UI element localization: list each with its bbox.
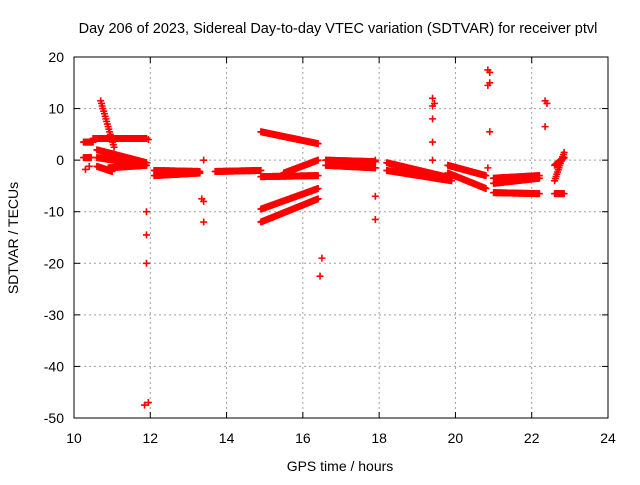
x-tick-label: 22	[524, 430, 540, 446]
data-point	[144, 136, 152, 144]
x-tick-label: 20	[448, 430, 464, 446]
data-point	[429, 115, 437, 123]
axis-ticks: 10 12 14 16 18 20 22 24 20 10 0 -10 -20 -30 -40 -50	[44, 49, 616, 446]
data-point	[108, 167, 116, 175]
grid-lines	[74, 57, 608, 418]
data-point	[429, 156, 437, 164]
data-point	[429, 138, 437, 146]
data-point	[85, 162, 93, 170]
data-point	[314, 156, 322, 164]
data-point	[560, 190, 568, 198]
x-tick-label: 12	[142, 430, 158, 446]
data-point	[429, 102, 437, 110]
data-point	[371, 164, 379, 172]
y-tick-label: -20	[44, 255, 64, 271]
chart-title: Day 206 of 2023, Sidereal Day-to-day VTE…	[79, 21, 598, 37]
data-point	[316, 272, 324, 280]
data-point	[371, 192, 379, 200]
data-point	[141, 401, 149, 409]
y-tick-label: -10	[44, 204, 64, 220]
data-point	[81, 165, 89, 173]
data-point	[482, 172, 490, 180]
data-point	[142, 231, 150, 239]
data-point	[314, 185, 322, 193]
data-points	[80, 66, 568, 409]
y-axis-label: SDTVAR / TECUs	[5, 182, 21, 294]
data-point	[200, 218, 208, 226]
data-point	[484, 164, 492, 172]
data-point	[486, 68, 494, 76]
data-point	[314, 195, 322, 203]
x-tick-label: 10	[66, 430, 82, 446]
data-point	[535, 174, 543, 182]
y-tick-label: 0	[56, 152, 64, 168]
data-point	[560, 154, 568, 162]
x-axis-label: GPS time / hours	[287, 458, 394, 474]
x-tick-label: 24	[600, 430, 616, 446]
data-point	[110, 143, 118, 151]
x-tick-label: 14	[219, 430, 235, 446]
data-point	[371, 215, 379, 223]
y-tick-label: 10	[48, 101, 64, 117]
data-point	[142, 161, 150, 169]
data-point	[482, 185, 490, 193]
data-point	[448, 177, 456, 185]
data-point	[200, 156, 208, 164]
y-tick-label: -30	[44, 307, 64, 323]
data-point	[484, 81, 492, 89]
data-point	[196, 169, 204, 177]
data-point	[371, 156, 379, 164]
data-point	[535, 190, 543, 198]
data-point	[318, 254, 326, 262]
y-tick-label: -40	[44, 358, 64, 374]
data-point	[486, 128, 494, 136]
data-point	[543, 99, 551, 107]
plot-frame	[73, 56, 609, 419]
data-point	[200, 197, 208, 205]
x-tick-label: 18	[371, 430, 387, 446]
data-point	[429, 94, 437, 102]
data-point	[142, 259, 150, 267]
y-tick-label: -50	[44, 410, 64, 426]
data-point	[314, 140, 322, 148]
data-point	[144, 399, 152, 407]
x-tick-label: 16	[295, 430, 311, 446]
data-point	[142, 208, 150, 216]
data-point	[257, 166, 265, 174]
y-tick-label: 20	[48, 49, 64, 65]
data-point	[541, 123, 549, 131]
data-point	[314, 172, 322, 180]
